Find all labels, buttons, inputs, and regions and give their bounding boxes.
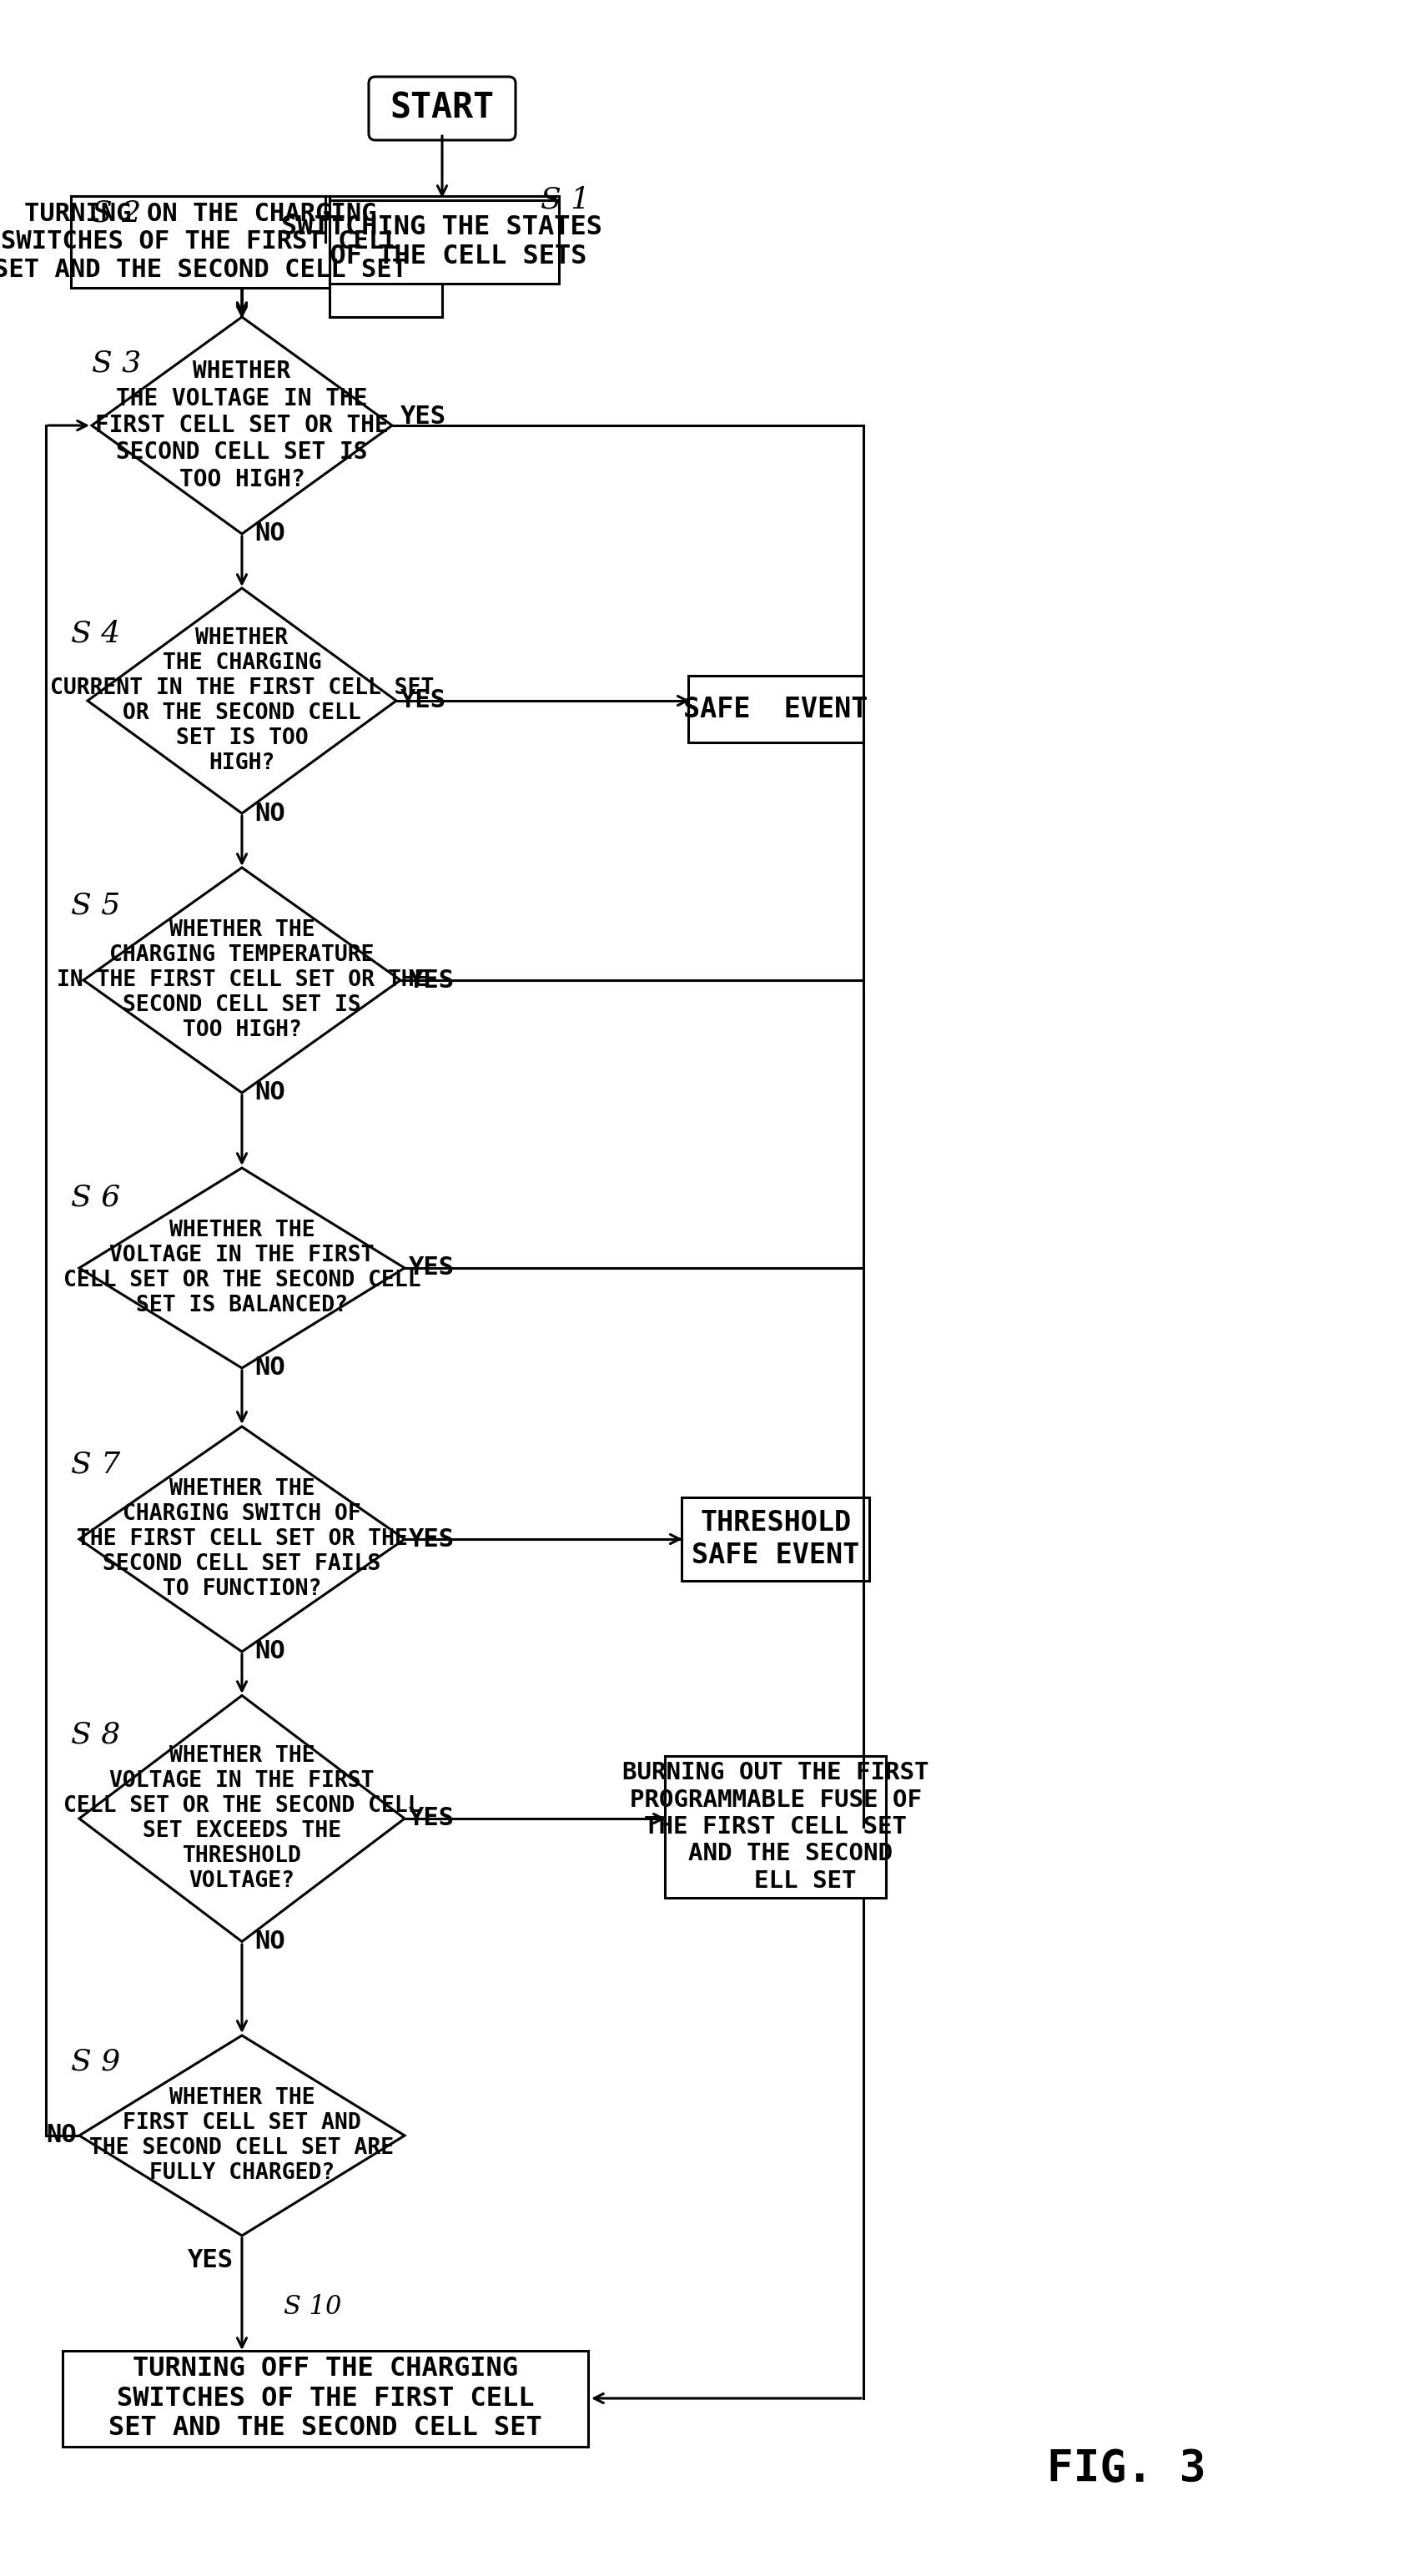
Polygon shape	[79, 2035, 404, 2236]
Text: WHETHER THE
VOLTAGE IN THE FIRST
CELL SET OR THE SECOND CELL
SET IS BALANCED?: WHETHER THE VOLTAGE IN THE FIRST CELL SE…	[63, 1218, 421, 1316]
Bar	[682, 1497, 869, 1582]
Text: YES: YES	[409, 1528, 455, 1551]
Text: NO: NO	[46, 2123, 76, 2148]
Polygon shape	[79, 1695, 404, 1942]
Text: SWITCHING THE STATES
  OF THE CELL SETS: SWITCHING THE STATES OF THE CELL SETS	[282, 214, 603, 270]
Text: S 2: S 2	[92, 198, 141, 227]
Text: NO: NO	[255, 523, 285, 546]
Bar	[325, 201, 559, 283]
Text: S 5: S 5	[70, 891, 120, 920]
Text: START: START	[390, 90, 495, 126]
Text: YES: YES	[400, 688, 447, 714]
Text: S 3: S 3	[92, 348, 141, 376]
Text: WHETHER
THE CHARGING
CURRENT IN THE FIRST CELL SET
OR THE SECOND CELL
SET IS TOO: WHETHER THE CHARGING CURRENT IN THE FIRS…	[49, 629, 434, 775]
Text: S 9: S 9	[70, 2048, 120, 2076]
Text: WHETHER THE
VOLTAGE IN THE FIRST
CELL SET OR THE SECOND CELL
SET EXCEEDS THE
THR: WHETHER THE VOLTAGE IN THE FIRST CELL SE…	[63, 1744, 421, 1891]
Text: S 7: S 7	[70, 1450, 120, 1479]
Text: NO: NO	[255, 1355, 285, 1381]
Bar	[70, 196, 330, 289]
Text: NO: NO	[255, 1929, 285, 1955]
Text: THRESHOLD
SAFE EVENT: THRESHOLD SAFE EVENT	[692, 1510, 859, 1569]
Bar	[665, 1757, 886, 1899]
Polygon shape	[92, 317, 392, 533]
Text: S 8: S 8	[70, 1721, 120, 1749]
Text: YES: YES	[409, 969, 455, 992]
Text: S 4: S 4	[70, 621, 120, 649]
Text: WHETHER THE
CHARGING SWITCH OF
THE FIRST CELL SET OR THE
SECOND CELL SET FAILS
T: WHETHER THE CHARGING SWITCH OF THE FIRST…	[76, 1479, 407, 1600]
Text: FIG. 3: FIG. 3	[1047, 2447, 1206, 2491]
Text: WHETHER THE
CHARGING TEMPERATURE
IN THE FIRST CELL SET OR THE
SECOND CELL SET IS: WHETHER THE CHARGING TEMPERATURE IN THE …	[56, 920, 427, 1041]
Bar	[688, 675, 864, 742]
Bar	[62, 2349, 588, 2447]
Text: WHETHER
THE VOLTAGE IN THE
FIRST CELL SET OR THE
SECOND CELL SET IS
TOO HIGH?: WHETHER THE VOLTAGE IN THE FIRST CELL SE…	[96, 361, 389, 492]
Text: S 1: S 1	[541, 185, 590, 214]
Text: TURNING ON THE CHARGING
SWITCHES OF THE FIRST CELL
SET AND THE SECOND CELL SET: TURNING ON THE CHARGING SWITCHES OF THE …	[0, 201, 407, 281]
Text: S 6: S 6	[70, 1182, 120, 1211]
Text: BURNING OUT THE FIRST
PROGRAMMABLE FUSE OF
THE FIRST CELL SET
  AND THE SECOND
 : BURNING OUT THE FIRST PROGRAMMABLE FUSE …	[623, 1762, 929, 1893]
Text: YES: YES	[409, 1257, 455, 1280]
FancyBboxPatch shape	[369, 77, 516, 139]
Polygon shape	[79, 1167, 404, 1368]
Polygon shape	[79, 1427, 404, 1651]
Text: NO: NO	[255, 1638, 285, 1664]
Text: S 10: S 10	[283, 2293, 341, 2318]
Polygon shape	[87, 587, 396, 814]
Text: YES: YES	[187, 2249, 234, 2272]
Text: YES: YES	[409, 1806, 455, 1832]
Text: TURNING OFF THE CHARGING
SWITCHES OF THE FIRST CELL
SET AND THE SECOND CELL SET: TURNING OFF THE CHARGING SWITCHES OF THE…	[108, 2354, 542, 2442]
Text: YES: YES	[400, 404, 447, 430]
Text: NO: NO	[255, 1082, 285, 1105]
Polygon shape	[83, 868, 400, 1092]
Text: WHETHER THE
FIRST CELL SET AND
THE SECOND CELL SET ARE
FULLY CHARGED?: WHETHER THE FIRST CELL SET AND THE SECON…	[90, 2087, 395, 2184]
Text: NO: NO	[255, 801, 285, 824]
Text: SAFE  EVENT: SAFE EVENT	[683, 696, 868, 724]
